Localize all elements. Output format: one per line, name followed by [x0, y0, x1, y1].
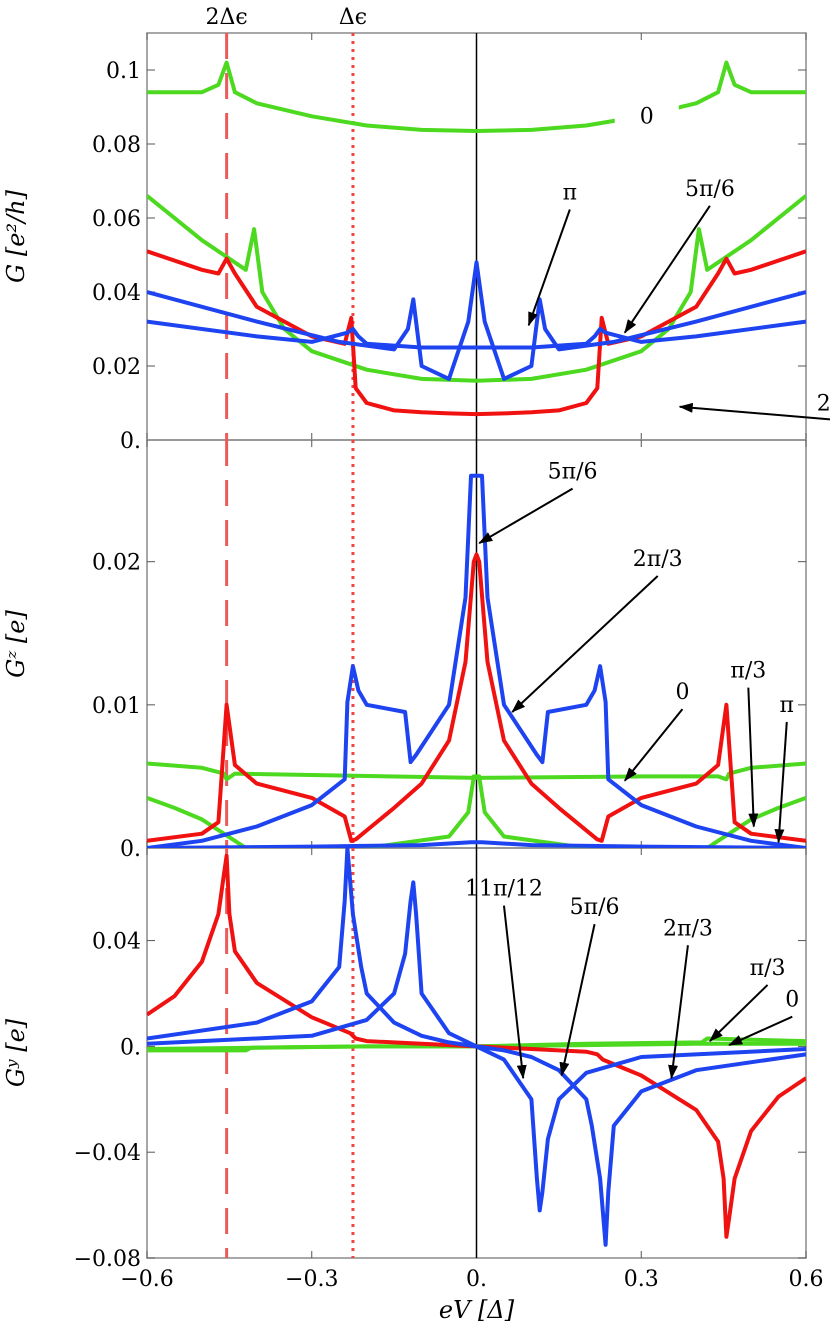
- panel-Gz: [147, 440, 806, 848]
- series-line-G-3: [147, 319, 806, 350]
- series-line-Gz-4: [147, 840, 806, 848]
- y-tick-label: 0.: [120, 837, 141, 862]
- annotation-arrow: [478, 487, 574, 544]
- annotation-arrow: [774, 721, 788, 844]
- panel-G: [147, 33, 830, 440]
- annotation-arrow: [709, 984, 769, 1042]
- y-tick-label: 0.06: [92, 207, 141, 232]
- annotation-label: 5π/6: [570, 895, 620, 920]
- y-tick-label: 0.01: [92, 694, 141, 719]
- annotation-arrow: [502, 905, 527, 1080]
- y-axis-label-G: G [e²/h]: [2, 189, 30, 283]
- series-line-G-1: [147, 194, 806, 383]
- x-tick-label: −0.3: [285, 1267, 338, 1292]
- annotation-arrow: [527, 209, 571, 327]
- annotation-label: 5π/6: [548, 460, 598, 485]
- y-tick-label: 0.08: [92, 133, 141, 158]
- series-line-G-0: [147, 60, 806, 133]
- annotation-label: 11π/12: [465, 877, 543, 902]
- annotation-label: π: [563, 181, 577, 206]
- annotation-label: 0: [675, 680, 689, 705]
- annotation-label: 0: [640, 105, 654, 130]
- annotation-label: 0: [785, 988, 799, 1013]
- annotation-arrow: [559, 923, 596, 1077]
- x-tick-label: −0.6: [120, 1267, 173, 1292]
- series-line-Gz-3: [147, 473, 806, 848]
- annotation-arrow: [668, 945, 689, 1080]
- y-tick-label: 0.: [120, 429, 141, 454]
- panel-plot-area: [147, 848, 806, 1258]
- annotation-arrow: [623, 708, 684, 782]
- annotation-label: 2π/3: [633, 547, 683, 572]
- data-layer: [147, 33, 830, 1258]
- series-line-G-2: [147, 249, 806, 417]
- annotation-arrow: [623, 205, 711, 334]
- y-tick-label: 0.02: [92, 551, 141, 576]
- y-tick-label: 0.1: [106, 59, 141, 84]
- annotation-label: 5π/6: [685, 177, 735, 202]
- annotation-bg: [614, 103, 679, 132]
- annotation-arrow: [747, 687, 759, 828]
- annotation-label: π/3: [730, 659, 766, 684]
- annotation-arrow: [678, 402, 830, 421]
- annotation-arrow: [511, 575, 659, 713]
- annotation-label: π/3: [750, 956, 786, 981]
- x-axis-label: eV [Δ]: [439, 1296, 515, 1324]
- y-tick-label: 0.04: [92, 281, 141, 306]
- y-tick-label: −0.04: [74, 1141, 141, 1166]
- x-tick-label: 0.6: [789, 1267, 824, 1292]
- y-tick-label: 0.02: [92, 355, 141, 380]
- annotation-label: 2π/3: [817, 391, 830, 416]
- annotation-label: 2π/3: [663, 916, 713, 941]
- vline-label: 2Δϵ: [206, 5, 248, 30]
- annotation-arrow: [728, 1015, 793, 1046]
- annotation-bg: [817, 201, 830, 230]
- series-line-Gz-2: [147, 552, 806, 843]
- y-tick-label: −0.08: [74, 1247, 141, 1272]
- panel-plot-area: [147, 440, 806, 848]
- vline-label: Δϵ: [339, 5, 367, 30]
- text-layer: 0. 0.02 0.04 0.06 0.08 0.1 G [e²/h] 0 π 5π/6 π/3 2π…: [2, 5, 830, 1324]
- series-line-Gy-4: [147, 880, 806, 1213]
- panel-Gy: [147, 848, 806, 1258]
- y-axis-label-Gy: Gʸ [e]: [2, 1018, 30, 1087]
- x-tick-label: 0.: [466, 1267, 487, 1292]
- y-tick-label: 0.: [120, 1035, 141, 1060]
- x-tick-label: 0.3: [624, 1267, 659, 1292]
- series-line-G-4: [147, 260, 806, 381]
- annotation-label: π: [780, 693, 794, 718]
- y-tick-label: 0.04: [92, 930, 141, 955]
- panel-plot-area: [147, 33, 806, 440]
- y-axis-label-Gz: Gᶻ [e]: [2, 610, 30, 678]
- series-line-Gz-1: [147, 774, 806, 848]
